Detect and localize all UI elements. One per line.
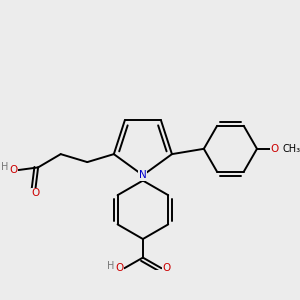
Text: H: H [107, 261, 114, 271]
Text: O: O [31, 188, 40, 199]
Text: O: O [270, 144, 278, 154]
Text: CH₃: CH₃ [283, 144, 300, 154]
Text: H: H [1, 162, 8, 172]
Text: O: O [9, 165, 17, 175]
Text: O: O [116, 263, 124, 273]
Text: N: N [139, 170, 147, 180]
Text: O: O [162, 263, 170, 273]
